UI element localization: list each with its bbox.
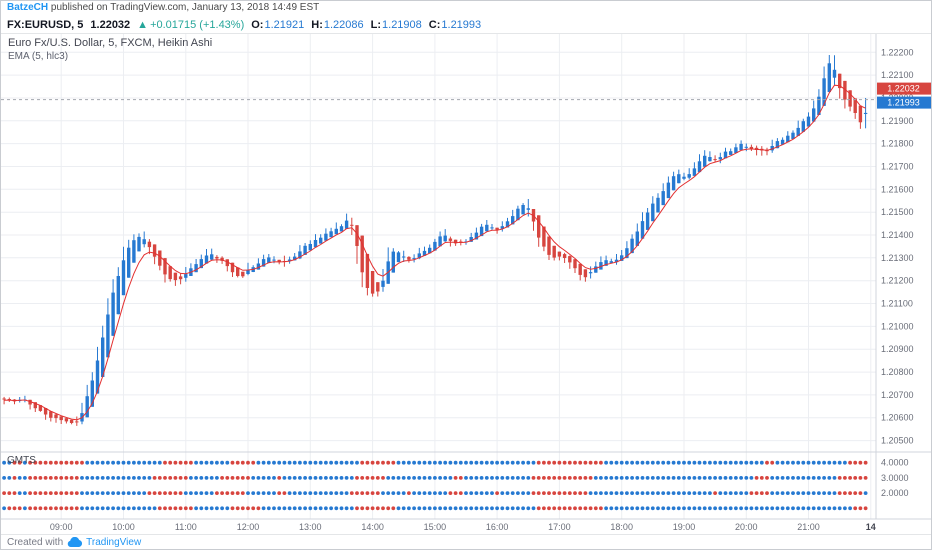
ohlc-low: L: 1.21908 (370, 18, 422, 31)
svg-text:14: 14 (866, 522, 876, 532)
footer-bar: Created with TradingView (1, 534, 931, 549)
svg-text:09:00: 09:00 (50, 522, 73, 532)
svg-text:1.21500: 1.21500 (881, 207, 914, 217)
publisher-link[interactable]: BatzeCH (7, 2, 49, 13)
tradingview-link[interactable]: TradingView (86, 536, 142, 548)
tradingview-cloud-icon (67, 536, 83, 547)
quote-bar: FX:EURUSD, 5 1.22032 ▲ +0.01715 (+1.43%)… (1, 16, 931, 34)
change-group: ▲ +0.01715 (+1.43%) (137, 19, 244, 31)
gmts-dots-layer (2, 460, 868, 511)
svg-text:20:00: 20:00 (735, 522, 758, 532)
created-with-label: Created with (7, 536, 64, 548)
ema-line (4, 84, 866, 421)
ohlc-high: H: 1.22086 (311, 18, 364, 31)
chart-background (1, 34, 931, 534)
svg-text:12:00: 12:00 (237, 522, 260, 532)
svg-text:21:00: 21:00 (797, 522, 820, 532)
svg-text:1.21300: 1.21300 (881, 253, 914, 263)
svg-text:1.21000: 1.21000 (881, 321, 914, 331)
svg-text:18:00: 18:00 (610, 522, 633, 532)
svg-text:15:00: 15:00 (424, 522, 447, 532)
change-up-icon: ▲ (137, 18, 149, 31)
change-value: +0.01715 (+1.43%) (150, 18, 245, 31)
svg-text:17:00: 17:00 (548, 522, 571, 532)
svg-text:1.21100: 1.21100 (881, 299, 913, 309)
svg-text:2.0000: 2.0000 (881, 488, 909, 498)
ohlc-open: O: 1.21921 (251, 18, 305, 31)
ohlc-close: C: 1.21993 (428, 18, 482, 31)
svg-text:1.22032: 1.22032 (887, 84, 920, 94)
published-text: published on TradingView.com, January 13… (48, 2, 320, 13)
svg-text:10:00: 10:00 (112, 522, 135, 532)
svg-text:1.20800: 1.20800 (881, 367, 914, 377)
time-axis: 09:00 10:00 11:00 12:00 13:00 14:00 15:00 16:00… (50, 522, 876, 532)
last-price-badge: 1.21993 (877, 96, 931, 109)
chart-canvas: 1.222001.221001.220001.219001.218001.217… (1, 34, 931, 534)
last-price-value: 1.22032 (90, 18, 131, 31)
svg-text:1.21900: 1.21900 (881, 116, 914, 126)
svg-text:1.21400: 1.21400 (881, 230, 914, 240)
svg-text:3.0000: 3.0000 (881, 473, 909, 483)
svg-text:13:00: 13:00 (299, 522, 322, 532)
svg-text:1.22200: 1.22200 (881, 47, 914, 57)
svg-text:1.21993: 1.21993 (887, 98, 920, 108)
svg-text:1.20500: 1.20500 (881, 436, 914, 446)
svg-text:11:00: 11:00 (175, 522, 197, 532)
ema-price-badge: 1.22032 (877, 82, 931, 95)
pane-separators (1, 34, 931, 520)
svg-text:1.20700: 1.20700 (881, 390, 914, 400)
publish-bar: BatzeCH published on TradingView.com, Ja… (1, 1, 931, 16)
svg-text:1.21200: 1.21200 (881, 276, 914, 286)
chart-canvas-holder: 1.222001.221001.220001.219001.218001.217… (1, 34, 931, 534)
svg-text:4.0000: 4.0000 (881, 458, 909, 468)
grid-lines (1, 34, 876, 519)
candles-layer (2, 55, 868, 426)
svg-text:1.20900: 1.20900 (881, 344, 914, 354)
chart-area: 1.222001.221001.220001.219001.218001.217… (1, 34, 931, 534)
svg-text:16:00: 16:00 (486, 522, 509, 532)
svg-text:14:00: 14:00 (361, 522, 384, 532)
svg-text:1.22100: 1.22100 (881, 70, 914, 80)
svg-text:1.21800: 1.21800 (881, 139, 914, 149)
symbol-label: FX:EURUSD, 5 (7, 18, 84, 31)
svg-text:19:00: 19:00 (673, 522, 696, 532)
svg-text:1.21700: 1.21700 (881, 162, 914, 172)
svg-text:1.20600: 1.20600 (881, 413, 914, 423)
svg-text:1.21600: 1.21600 (881, 184, 914, 194)
